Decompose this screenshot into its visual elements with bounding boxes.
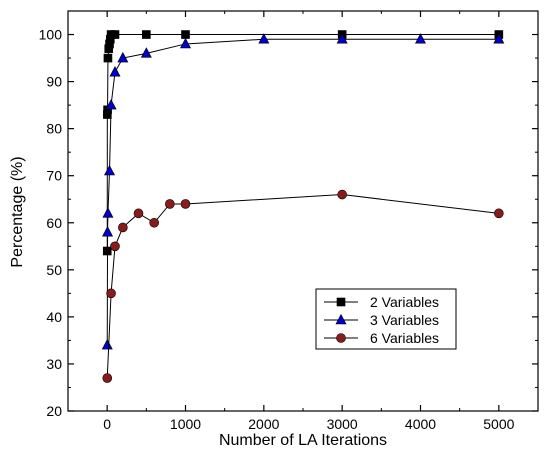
series-line xyxy=(106,194,499,379)
data-point xyxy=(142,30,151,39)
data-point xyxy=(106,288,116,299)
x-tick-label: 1000 xyxy=(170,416,201,432)
y-tick-label: 90 xyxy=(46,74,62,90)
legend-marker xyxy=(335,313,347,325)
legend-entry: 2 Variables xyxy=(324,294,439,310)
data-point xyxy=(105,98,117,110)
data-point xyxy=(109,66,121,77)
legend-label: 3 Variables xyxy=(370,312,439,328)
data-point xyxy=(140,47,152,58)
data-point xyxy=(336,33,348,44)
data-point xyxy=(180,37,191,49)
data-point xyxy=(118,222,128,233)
legend: 2 Variables 3 Variables 6 Variables xyxy=(315,288,457,350)
series-3 xyxy=(102,189,504,383)
legend-entry: 6 Variables xyxy=(324,330,439,346)
data-point xyxy=(110,241,120,252)
x-tick-label: 0 xyxy=(103,416,111,432)
plot-area xyxy=(67,10,539,412)
series-layer xyxy=(101,30,505,383)
data-point xyxy=(102,207,114,218)
legend-marker xyxy=(336,297,346,307)
data-point xyxy=(165,199,175,209)
data-point xyxy=(117,51,129,63)
data-point xyxy=(337,189,347,200)
y-tick-label: 50 xyxy=(46,262,62,278)
y-axis-title: Percentage (%) xyxy=(9,156,26,267)
y-tick-label: 80 xyxy=(46,121,62,137)
data-point xyxy=(258,33,270,44)
legend-label: 2 Variables xyxy=(370,294,439,310)
y-tick-label: 100 xyxy=(39,27,63,43)
data-point xyxy=(133,208,144,219)
data-point xyxy=(102,373,113,383)
data-point xyxy=(104,164,116,176)
data-point xyxy=(181,30,190,39)
series-2 xyxy=(101,33,505,350)
data-point xyxy=(180,199,191,209)
data-point xyxy=(493,33,505,44)
data-point xyxy=(110,30,120,39)
plot-frame xyxy=(67,10,539,412)
x-tick-label: 2000 xyxy=(248,416,279,432)
y-tick-label: 70 xyxy=(46,168,62,184)
legend-entry: 3 Variables xyxy=(324,312,439,328)
data-point xyxy=(149,217,159,228)
data-point xyxy=(102,226,114,237)
y-tick-label: 40 xyxy=(46,309,62,325)
data-point xyxy=(103,53,113,63)
data-point xyxy=(415,33,426,44)
y-tick-label: 20 xyxy=(46,403,62,419)
legend-label: 6 Variables xyxy=(370,330,439,346)
legend-marker xyxy=(336,333,346,343)
x-tick-label: 3000 xyxy=(327,416,358,432)
data-point xyxy=(101,338,113,350)
x-tick-label: 4000 xyxy=(405,416,436,432)
y-tick-label: 30 xyxy=(46,356,62,372)
axes-layer: 0 1000 2000 3000 4000 5000 20 30 40 50 60 70 80 90 100 xyxy=(39,10,539,432)
y-tick-label: 60 xyxy=(46,215,62,231)
x-tick-label: 5000 xyxy=(483,416,514,432)
x-axis-title: Number of LA Iterations xyxy=(219,432,387,449)
data-point xyxy=(494,208,504,219)
